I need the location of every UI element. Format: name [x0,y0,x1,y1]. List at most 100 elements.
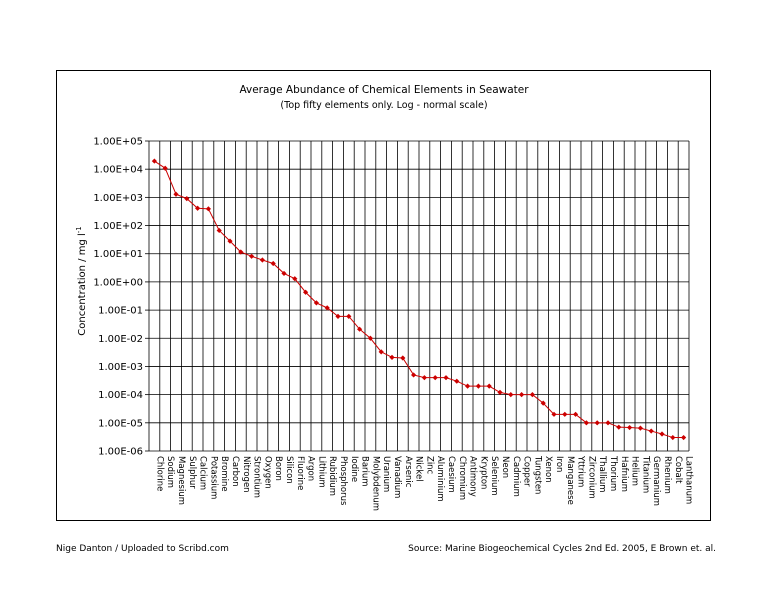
x-tick-label: Strontium [252,456,262,498]
x-tick-label: Xenon [543,456,553,483]
x-tick-label: Aluminium [435,456,445,502]
x-tick-label: Fluorine [295,456,305,490]
series-abundance [151,158,687,441]
x-tick-label: Helium [630,456,640,486]
y-tick-label: 1.00E+02 [93,221,143,232]
data-point [540,400,546,406]
x-tick-label: Zinc [424,456,434,475]
data-point [205,206,211,212]
data-point [562,411,568,417]
x-tick-label: Phosphorus [338,456,348,506]
chart-title: Average Abundance of Chemical Elements i… [239,84,529,96]
x-tick-label: Cobalt [673,456,683,484]
x-tick-label: Manganese [565,456,575,505]
y-tick-label: 1.00E-05 [98,418,143,429]
x-tick-label: Boron [273,456,283,481]
data-point [400,355,406,361]
x-tick-label: Arsenic [403,456,413,488]
y-tick-label: 1.00E+00 [93,277,143,288]
data-point [475,383,481,389]
data-point [227,238,233,244]
x-tick-label: Molybdenum [370,456,380,511]
x-tick-label: Calcium [198,456,208,490]
x-tick-label: Iodine [349,456,359,482]
data-point [616,424,622,430]
data-point [519,392,525,398]
x-tick-label: Rubidium [327,456,337,496]
x-tick-label: Titanium [640,455,650,493]
x-tick-label: Yttrium [576,455,586,487]
x-tick-label: Carbon [230,456,240,487]
data-point [529,392,535,398]
x-tick-label: Nickel [414,456,424,482]
data-point [670,434,676,441]
y-tick-label: 1.00E-06 [98,447,143,458]
x-tick-label: Nitrogen [241,456,251,493]
data-point [411,372,417,378]
data-point [454,378,460,384]
x-tick-label: Sodium [165,456,175,488]
data-point [346,313,352,319]
x-tick-label: Oxygen [262,456,272,489]
data-point [259,257,265,263]
x-tick-label: Rhenium [662,456,672,494]
y-tick-label: 1.00E-01 [98,306,143,317]
data-point [151,158,157,164]
data-point [216,227,222,234]
x-tick-label: Tungsten [532,455,542,494]
x-tick-label: Barium [360,456,370,487]
y-tick-label: 1.00E-03 [98,362,143,373]
data-point [497,389,503,396]
grid-layer [145,140,690,452]
data-point [270,260,276,267]
data-point [443,375,449,381]
x-tick-label: Chlorine [154,456,164,491]
x-tick-label: Sulphur [187,456,197,489]
x-tick-label: Bromine [219,456,229,492]
footer-credit: Nige Danton / Uploaded to Scribd.com [56,544,229,554]
x-tick-label: Copper [522,456,532,487]
y-tick-label: 1.00E-02 [98,334,143,345]
x-tick-label: Thallium [597,455,607,493]
data-point [162,165,168,171]
data-point [583,420,589,426]
data-point [465,383,471,389]
chart-frame: Average Abundance of Chemical Elements i… [56,70,711,521]
x-tick-label: Zirconium [586,456,596,499]
data-point [195,205,201,211]
x-tick-label: Antimony [468,456,478,497]
chart-subtitle: (Top fifty elements only. Log - normal s… [280,100,487,111]
y-tick-labels: 1.00E-06 1.00E-05 1.00E-04 1.00E-03 1.00E-02… [93,137,143,458]
x-tick-labels: Chlorine Sodium Magnesium Sulphur Calcium Pot… [154,455,693,511]
data-point [637,425,643,431]
x-tick-label: Selenium [489,456,499,496]
x-tick-label: Hafnium [619,456,629,492]
data-point [421,375,427,381]
data-point [551,411,557,417]
data-point [335,313,341,319]
y-tick-label: 1.00E+03 [93,193,143,204]
x-tick-label: Cadmium [511,456,521,497]
data-point [486,383,492,389]
x-tick-label: Thorium [608,455,618,491]
data-point [389,354,395,360]
data-point [605,420,611,426]
x-tick-label: Lithium [316,456,326,488]
data-point [594,420,600,426]
y-tick-label: 1.00E+05 [93,137,143,148]
y-tick-label: 1.00E+01 [93,249,143,260]
chart-svg: Average Abundance of Chemical Elements i… [75,84,694,511]
data-point [238,249,244,255]
x-tick-label: Chromium [457,456,467,500]
data-point [573,411,579,417]
x-tick-label: Argon [306,456,316,481]
footer-source: Source: Marine Biogeochemical Cycles 2nd… [408,544,716,554]
x-tick-label: Lanthanum [684,456,694,504]
x-tick-label: Silicon [284,456,294,484]
x-tick-label: Caesium [446,456,456,493]
data-point [324,305,330,311]
x-tick-label: Krypton [478,456,488,489]
x-tick-label: Iron [554,456,564,472]
x-tick-label: Magnesium [176,456,186,505]
data-point [367,335,373,341]
